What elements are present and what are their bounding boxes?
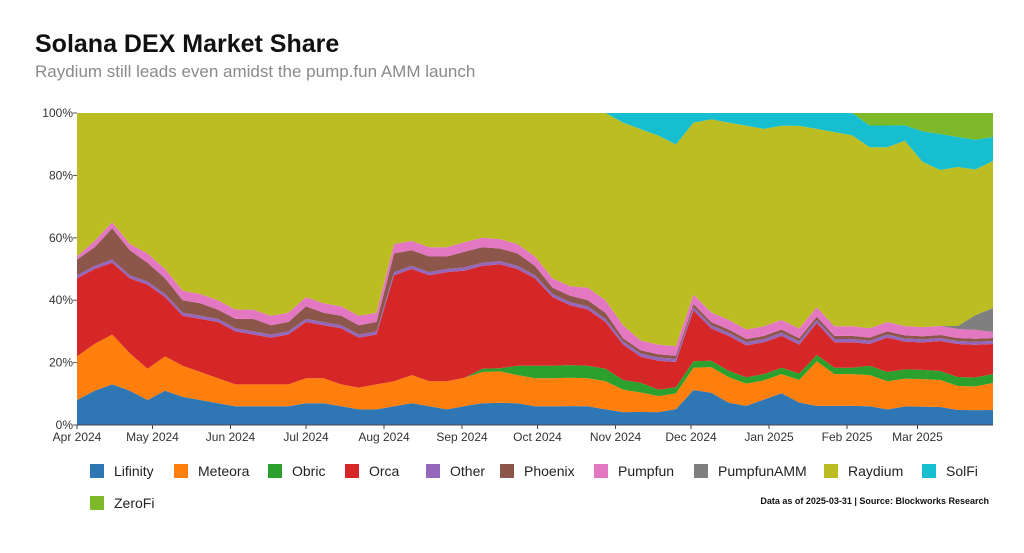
legend-swatch (922, 464, 936, 478)
x-tick-label: Oct 2024 (513, 430, 562, 444)
source-note: Data as of 2025-03-31 | Source: Blockwor… (760, 496, 989, 506)
x-tick-label: Aug 2024 (358, 430, 410, 444)
legend-label: Obric (292, 463, 326, 479)
legend-label: Meteora (198, 463, 250, 479)
x-tick-label: Jun 2024 (206, 430, 256, 444)
legend-item-solfi: SolFi (922, 463, 978, 479)
x-tick-label: Jul 2024 (283, 430, 329, 444)
legend-item-pumpfunamm: PumpfunAMM (694, 463, 807, 479)
area-series-zerofi (77, 113, 993, 140)
legend-label: Lifinity (114, 463, 154, 479)
legend-item-lifinity: Lifinity (90, 463, 154, 479)
legend-label: SolFi (946, 463, 978, 479)
legend-item-other: Other (426, 463, 485, 479)
y-tick-label: 20% (49, 356, 73, 370)
legend-swatch (90, 496, 104, 510)
y-tick-label: 80% (49, 168, 73, 182)
y-tick-label: 40% (49, 293, 73, 307)
chart-title: Solana DEX Market Share (35, 30, 340, 58)
area-series-obric (77, 334, 993, 397)
legend-item-zerofi: ZeroFi (90, 495, 154, 511)
x-tick-label: May 2024 (126, 430, 179, 444)
x-tick-label: Dec 2024 (665, 430, 717, 444)
area-series-solfi (77, 113, 993, 170)
legend-label: Orca (369, 463, 400, 479)
y-tick-label: 60% (49, 231, 73, 245)
x-tick-label: Apr 2024 (53, 430, 102, 444)
x-tick-label: Sep 2024 (436, 430, 488, 444)
legend-label: Other (450, 463, 486, 479)
legend-swatch (426, 464, 440, 478)
legend-swatch (174, 464, 188, 478)
x-tick-label: Feb 2025 (822, 430, 873, 444)
area-series-raydium (77, 113, 993, 347)
legend-label: Phoenix (524, 463, 575, 479)
legend-item-obric: Obric (268, 463, 325, 479)
legend-swatch (345, 464, 359, 478)
legend-label: ZeroFi (114, 495, 155, 511)
legend-swatch (594, 464, 608, 478)
legend-label: PumpfunAMM (718, 463, 807, 479)
legend-item-phoenix: Phoenix (500, 463, 575, 479)
area-series-meteora (77, 334, 993, 413)
x-tick-label: Mar 2025 (892, 430, 943, 444)
area-series-orca (77, 262, 993, 390)
legend-item-orca: Orca (345, 463, 399, 479)
legend-label: Raydium (848, 463, 904, 479)
legend-item-raydium: Raydium (824, 463, 903, 479)
legend-swatch (500, 464, 514, 478)
chart-subtitle: Raydium still leads even amidst the pump… (35, 62, 476, 81)
legend-item-meteora: Meteora (174, 463, 249, 479)
x-tick-label: Jan 2025 (744, 430, 794, 444)
legend-label: Pumpfun (618, 463, 675, 479)
x-tick-label: Nov 2024 (590, 430, 642, 444)
legend-swatch (824, 464, 838, 478)
area-series-lifinity (77, 384, 993, 425)
y-tick-label: 100% (42, 106, 73, 120)
legend-swatch (90, 464, 104, 478)
y-tick-label: 0% (56, 418, 74, 432)
legend-swatch (268, 464, 282, 478)
legend-swatch (694, 464, 708, 478)
legend-item-pumpfun: Pumpfun (594, 463, 674, 479)
